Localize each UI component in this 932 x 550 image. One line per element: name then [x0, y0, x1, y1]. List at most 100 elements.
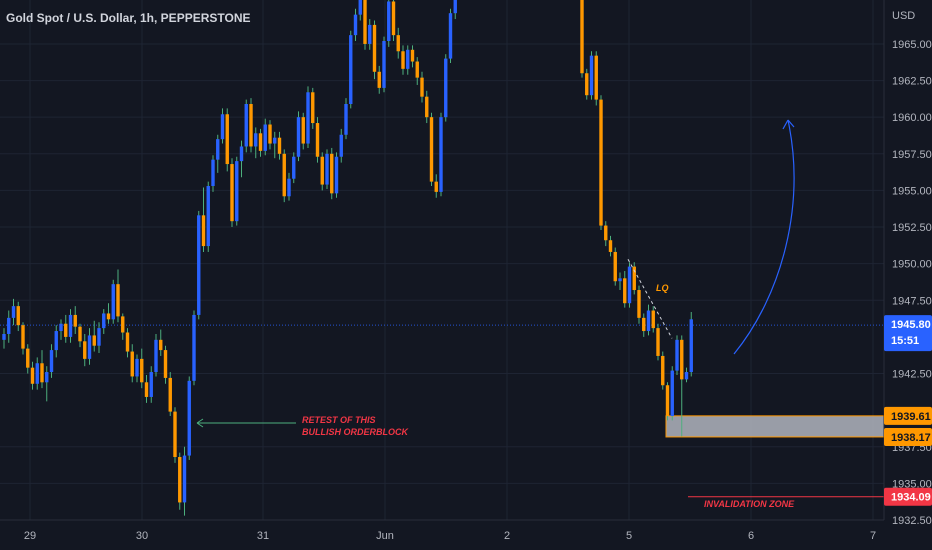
- candle-up: [111, 284, 115, 320]
- y-tick-label: 1950.00: [892, 259, 932, 271]
- candle-down: [311, 92, 315, 124]
- candle-down: [30, 367, 35, 384]
- candle-down: [277, 137, 282, 154]
- y-tick-label: 1935.00: [892, 478, 932, 490]
- candle-up: [689, 319, 693, 373]
- candle-up: [45, 372, 49, 383]
- candle-down: [585, 73, 589, 96]
- y-tick-label: 1952.50: [892, 222, 932, 234]
- candle-down: [130, 351, 134, 377]
- candle-down: [434, 181, 438, 192]
- candle-up: [344, 104, 348, 135]
- zone-bottom-tag-bg: [884, 427, 932, 446]
- candle-down: [40, 363, 44, 383]
- candle-up: [646, 310, 651, 332]
- candle-up: [453, 0, 457, 14]
- candle-up: [239, 146, 244, 162]
- candle-down: [282, 153, 286, 197]
- x-tick-label: 30: [136, 530, 148, 542]
- candle-down: [401, 51, 405, 69]
- candle-up: [154, 339, 158, 373]
- candle-down: [661, 355, 665, 386]
- candle-up: [382, 41, 386, 88]
- zones: [0, 324, 885, 498]
- candle-up: [206, 186, 210, 247]
- candle-up: [220, 114, 225, 140]
- candle-up: [448, 13, 453, 59]
- candle-down: [249, 104, 253, 147]
- candle-down: [656, 328, 660, 356]
- candle-up: [244, 104, 248, 147]
- lq-label: LQ: [656, 283, 669, 293]
- candle-down: [320, 156, 324, 185]
- candle-up: [292, 156, 296, 179]
- invalidation-tag-text: 1934.09: [891, 492, 931, 504]
- candle-up: [670, 370, 674, 416]
- candle-up: [54, 331, 58, 351]
- y-tick-label: 1962.50: [892, 76, 932, 88]
- candle-up: [135, 358, 139, 377]
- candle-up: [368, 24, 372, 44]
- candle-up: [68, 314, 73, 337]
- candle-up: [296, 117, 301, 157]
- projection-arrow-head: [782, 119, 795, 130]
- candle-down: [651, 310, 655, 329]
- current-price-tag-bg: [884, 315, 932, 352]
- candle-up: [235, 161, 239, 222]
- candle-down: [637, 290, 641, 318]
- candle-up: [102, 313, 106, 329]
- x-tick-label: Jun: [376, 530, 394, 542]
- time-axis[interactable]: [0, 520, 932, 550]
- candle-down: [372, 24, 377, 72]
- candle-down: [429, 117, 434, 182]
- candle-down: [415, 61, 419, 78]
- candle-down: [83, 341, 87, 359]
- candle-down: [594, 55, 598, 100]
- candle-down: [73, 314, 77, 327]
- retest-text-line2: BULLISH ORDERBLOCK: [302, 427, 409, 437]
- candle-up: [339, 134, 343, 157]
- candle-down: [599, 99, 603, 226]
- candle-down: [268, 124, 272, 144]
- candle-up: [334, 156, 339, 194]
- candle-down: [21, 325, 25, 349]
- candle-up: [187, 380, 191, 456]
- candle-up: [182, 455, 187, 503]
- candle-up: [197, 215, 201, 315]
- candle-up: [11, 306, 16, 318]
- candle-down: [163, 350, 168, 378]
- candle-down: [363, 0, 367, 44]
- candle-up: [439, 117, 443, 192]
- candle-down: [642, 317, 646, 332]
- candle-down: [377, 71, 381, 88]
- currency-label: USD: [892, 10, 915, 22]
- candle-up: [216, 139, 220, 160]
- candle-down: [116, 284, 120, 317]
- invalidation-zone-label: INVALIDATION ZONE: [704, 499, 795, 509]
- candle-up: [35, 363, 39, 384]
- y-tick-label: 1942.50: [892, 369, 932, 381]
- candle-down: [201, 215, 206, 247]
- invalidation-tag-bg: [884, 487, 932, 506]
- candle-up: [618, 278, 622, 282]
- candle-down: [140, 358, 144, 383]
- retest-arrow-head: [196, 418, 204, 428]
- x-tick-label: 29: [24, 530, 36, 542]
- candle-down: [125, 332, 130, 352]
- candle-down: [632, 266, 636, 291]
- candle-up: [387, 1, 391, 42]
- candle-down: [78, 326, 82, 342]
- candle-down: [425, 96, 429, 118]
- candle-up: [59, 323, 63, 332]
- current-price-tag-countdown: 15:51: [891, 335, 919, 347]
- candle-up: [325, 153, 329, 185]
- candle-up: [97, 328, 101, 346]
- candle-up: [273, 137, 277, 144]
- candle-down: [173, 411, 177, 458]
- candle-up: [2, 333, 6, 340]
- candle-down: [410, 49, 415, 62]
- y-tick-label: 1932.50: [892, 515, 932, 527]
- candle-down: [225, 114, 229, 165]
